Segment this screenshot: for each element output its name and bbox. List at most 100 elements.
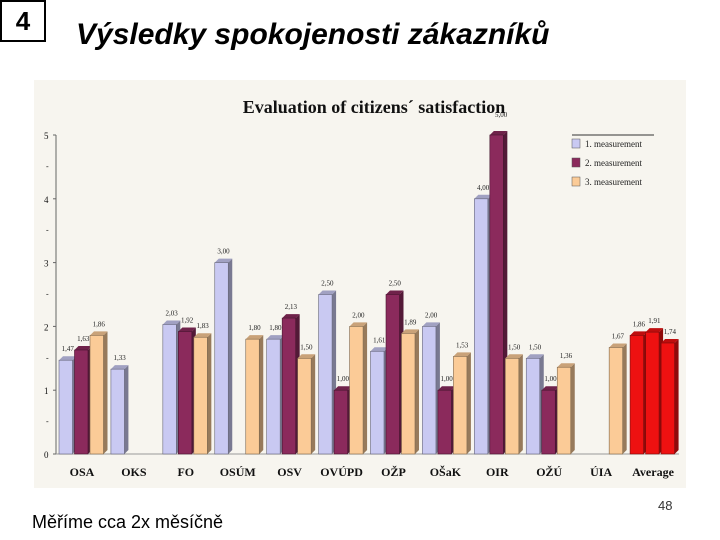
bar bbox=[214, 262, 229, 455]
data-label: 1,86 bbox=[93, 320, 106, 328]
bar-top bbox=[386, 290, 404, 295]
bar-top bbox=[318, 290, 337, 295]
data-label: 1,80 bbox=[269, 324, 282, 332]
data-label: 4,00 bbox=[477, 184, 490, 192]
legend-swatch bbox=[571, 138, 581, 149]
page-number: 48 bbox=[658, 498, 673, 513]
x-tick-label: OSÚM bbox=[220, 465, 256, 479]
data-label: 1,53 bbox=[456, 341, 469, 349]
bar-top bbox=[245, 335, 264, 340]
chart-title: Evaluation of citizens´ satisfaction bbox=[243, 97, 506, 117]
bar-top bbox=[526, 354, 544, 359]
data-label: 2,50 bbox=[389, 280, 402, 288]
bar-top bbox=[661, 338, 679, 343]
x-tick-label: OVÚPD bbox=[320, 465, 363, 479]
x-tick-label: OSV bbox=[277, 465, 302, 479]
bar-side bbox=[228, 258, 233, 454]
bar bbox=[245, 338, 260, 455]
bar-top bbox=[349, 322, 368, 327]
y-minor-tick: - bbox=[46, 417, 49, 426]
bar bbox=[453, 356, 468, 455]
chart-title-suffix: 5,00 bbox=[495, 111, 508, 119]
bar-top bbox=[297, 354, 316, 359]
data-label: 1,80 bbox=[248, 324, 261, 332]
data-label: 1,33 bbox=[114, 354, 127, 362]
legend-label: 1. measurement bbox=[585, 139, 642, 149]
data-label: 1,63 bbox=[77, 335, 90, 343]
bar bbox=[178, 331, 193, 455]
data-label: 3,00 bbox=[217, 248, 230, 256]
x-tick-label: OSA bbox=[70, 465, 95, 479]
legend-label: 2. measurement bbox=[585, 158, 642, 168]
bar bbox=[58, 359, 73, 455]
bar bbox=[505, 357, 520, 455]
bar-top bbox=[178, 327, 196, 332]
bar-top bbox=[74, 346, 92, 351]
y-tick-label: 5 bbox=[44, 131, 49, 141]
x-tick-label: Average bbox=[632, 465, 674, 479]
x-tick-label: OŽÚ bbox=[536, 465, 562, 479]
y-tick-label: 4 bbox=[44, 195, 49, 205]
data-label: 1,61 bbox=[373, 336, 386, 344]
bar-top bbox=[422, 322, 440, 327]
data-label: 1,50 bbox=[508, 343, 521, 351]
bar bbox=[645, 331, 660, 455]
bar-side bbox=[363, 322, 368, 454]
bar bbox=[318, 294, 333, 455]
y-tick-label: 2 bbox=[44, 322, 49, 332]
bar-side bbox=[103, 331, 108, 454]
x-tick-label: OKS bbox=[121, 465, 147, 479]
bar bbox=[349, 326, 364, 455]
bar bbox=[629, 335, 644, 455]
bar bbox=[266, 338, 281, 455]
bar-side bbox=[622, 343, 627, 454]
bar-top bbox=[645, 328, 664, 333]
bar-side bbox=[415, 329, 419, 454]
data-label: 1,50 bbox=[300, 343, 313, 351]
chart-area: Evaluation of citizens´ satisfaction 5,00… bbox=[34, 80, 686, 488]
bar-top bbox=[214, 258, 233, 263]
y-tick-label: 3 bbox=[44, 259, 49, 269]
data-label: 1,92 bbox=[181, 317, 194, 325]
bar bbox=[437, 389, 452, 455]
bar-side bbox=[259, 335, 264, 454]
data-label: 2,00 bbox=[352, 311, 365, 319]
bar-top bbox=[266, 335, 285, 340]
bar bbox=[525, 357, 541, 455]
bar bbox=[608, 347, 623, 455]
bar-top bbox=[609, 343, 627, 348]
bar bbox=[541, 389, 556, 455]
data-label: 2,13 bbox=[285, 303, 298, 311]
data-label: 2,50 bbox=[321, 280, 334, 288]
y-minor-tick: - bbox=[46, 162, 49, 171]
x-tick-label: OIR bbox=[486, 465, 509, 479]
legend-swatch bbox=[571, 176, 581, 187]
bar-top bbox=[162, 320, 181, 325]
bar-top bbox=[370, 347, 388, 352]
bar-top bbox=[401, 329, 419, 334]
bar bbox=[297, 357, 312, 455]
bar bbox=[660, 342, 675, 455]
data-label: 1,91 bbox=[648, 317, 661, 325]
x-tick-label: FO bbox=[177, 465, 194, 479]
bar bbox=[74, 349, 89, 455]
bar-top bbox=[437, 386, 456, 391]
bar bbox=[422, 326, 437, 455]
data-label: 1,00 bbox=[441, 375, 454, 383]
bar-top bbox=[110, 365, 129, 370]
bar-top bbox=[474, 194, 492, 199]
bar bbox=[110, 368, 125, 455]
bar-side bbox=[466, 352, 471, 454]
data-label: 1,89 bbox=[404, 318, 417, 326]
y-tick-label: 0 bbox=[44, 450, 49, 460]
data-label: 2,03 bbox=[165, 309, 178, 317]
bar-side bbox=[570, 363, 575, 454]
bar bbox=[489, 134, 504, 455]
data-label: 1,83 bbox=[196, 322, 209, 330]
bar bbox=[370, 350, 385, 455]
data-label: 1,47 bbox=[62, 345, 75, 353]
bar bbox=[401, 333, 416, 455]
y-tick-label: 1 bbox=[44, 386, 49, 396]
bar bbox=[556, 366, 572, 455]
bar-side bbox=[311, 354, 316, 454]
